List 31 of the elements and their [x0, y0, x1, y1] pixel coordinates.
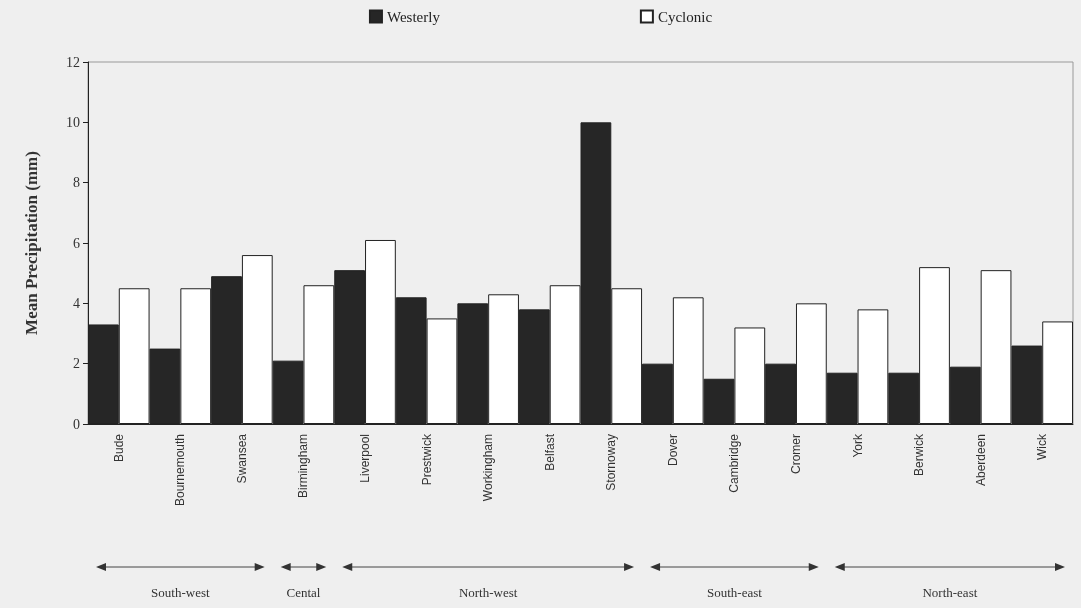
x-tick-label: York	[850, 433, 865, 458]
x-tick-label: Cambridge	[727, 433, 742, 493]
text: North-east	[922, 584, 978, 600]
text: South-east	[706, 584, 763, 600]
x-tick-label: Liverpool	[358, 434, 373, 483]
y-tick-label: 10	[66, 114, 80, 130]
y-tick-label: 0	[73, 416, 80, 432]
x-tick-label: Bude	[111, 433, 126, 463]
text: Cental	[286, 584, 321, 600]
y-tick-label: 12	[66, 54, 80, 70]
x-tick-label: Wick	[1035, 433, 1050, 460]
y-tick-label: 4	[73, 295, 80, 311]
text: North-west	[458, 584, 518, 600]
x-tick-label: Stornoway	[604, 434, 619, 491]
x-tick-label: Workingham	[481, 434, 496, 502]
x-tick-label: Dover	[665, 434, 680, 467]
y-tick-label: 2	[73, 356, 80, 372]
x-tick-label: Birmingham	[296, 434, 311, 499]
legend-label: Westerly	[386, 8, 441, 25]
x-tick-label: Aberdeen	[973, 434, 988, 487]
legend-label: Cyclonic	[657, 8, 713, 25]
x-tick-label: Swansea	[234, 433, 249, 484]
y-axis-title: Mean Precipitation (mm)	[22, 151, 41, 335]
y-tick-label: 6	[73, 235, 80, 251]
x-tick-label: Bournemouth	[173, 434, 188, 507]
x-tick-label: Berwick	[912, 433, 927, 477]
x-tick-label: Belfast	[542, 433, 557, 471]
text: South-west	[151, 584, 210, 600]
x-tick-label: Prestwick	[419, 433, 434, 486]
x-tick-label: Cromer	[788, 434, 803, 475]
y-tick-label: 8	[73, 175, 80, 191]
